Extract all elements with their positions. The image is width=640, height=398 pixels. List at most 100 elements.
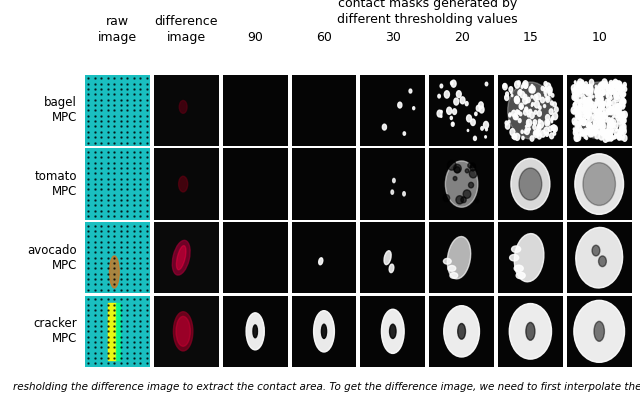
Ellipse shape xyxy=(584,97,586,100)
Ellipse shape xyxy=(612,130,614,132)
Ellipse shape xyxy=(588,115,593,122)
Ellipse shape xyxy=(465,169,469,173)
Ellipse shape xyxy=(595,103,598,107)
Ellipse shape xyxy=(576,89,580,96)
Ellipse shape xyxy=(603,81,607,88)
Ellipse shape xyxy=(547,120,549,125)
Ellipse shape xyxy=(583,92,585,94)
Ellipse shape xyxy=(621,115,624,119)
Ellipse shape xyxy=(524,94,527,100)
Ellipse shape xyxy=(607,131,609,134)
Ellipse shape xyxy=(590,130,595,137)
Ellipse shape xyxy=(596,88,598,90)
Ellipse shape xyxy=(620,99,625,106)
Ellipse shape xyxy=(597,108,602,114)
Ellipse shape xyxy=(550,118,553,121)
Ellipse shape xyxy=(550,133,554,139)
Ellipse shape xyxy=(545,83,550,90)
Ellipse shape xyxy=(541,97,545,103)
Ellipse shape xyxy=(591,88,593,92)
Ellipse shape xyxy=(599,134,604,140)
Ellipse shape xyxy=(572,88,577,95)
Ellipse shape xyxy=(454,98,459,105)
Ellipse shape xyxy=(614,80,619,88)
Ellipse shape xyxy=(575,96,577,99)
Ellipse shape xyxy=(588,100,593,106)
Ellipse shape xyxy=(595,88,598,92)
Ellipse shape xyxy=(523,81,528,88)
Ellipse shape xyxy=(603,135,608,142)
Ellipse shape xyxy=(574,83,578,88)
Ellipse shape xyxy=(176,316,190,346)
Ellipse shape xyxy=(574,134,579,141)
Ellipse shape xyxy=(616,97,618,99)
Ellipse shape xyxy=(573,103,577,108)
Ellipse shape xyxy=(505,121,508,125)
Text: raw: raw xyxy=(106,15,129,28)
Ellipse shape xyxy=(579,118,583,124)
Ellipse shape xyxy=(584,108,587,111)
Ellipse shape xyxy=(525,129,527,131)
Ellipse shape xyxy=(593,109,595,111)
Ellipse shape xyxy=(577,115,579,119)
Ellipse shape xyxy=(578,114,583,121)
Ellipse shape xyxy=(609,119,611,122)
Ellipse shape xyxy=(595,116,596,119)
Ellipse shape xyxy=(509,304,552,359)
Ellipse shape xyxy=(579,117,582,121)
Ellipse shape xyxy=(602,101,605,106)
Ellipse shape xyxy=(515,100,517,103)
Ellipse shape xyxy=(597,86,601,91)
Ellipse shape xyxy=(616,109,619,114)
Ellipse shape xyxy=(598,90,603,98)
Ellipse shape xyxy=(586,111,591,117)
Ellipse shape xyxy=(516,110,519,114)
Ellipse shape xyxy=(574,95,579,101)
Ellipse shape xyxy=(476,199,479,203)
Ellipse shape xyxy=(614,91,618,96)
Ellipse shape xyxy=(520,105,522,109)
Ellipse shape xyxy=(596,124,600,129)
Ellipse shape xyxy=(608,113,609,115)
Ellipse shape xyxy=(598,109,600,112)
Ellipse shape xyxy=(586,111,590,117)
Ellipse shape xyxy=(578,109,580,112)
Ellipse shape xyxy=(571,107,576,114)
Ellipse shape xyxy=(611,121,614,126)
Ellipse shape xyxy=(534,95,538,101)
Ellipse shape xyxy=(612,105,616,111)
Ellipse shape xyxy=(607,110,610,114)
Ellipse shape xyxy=(607,100,612,106)
Ellipse shape xyxy=(619,90,622,95)
Ellipse shape xyxy=(522,136,524,140)
Ellipse shape xyxy=(623,118,626,123)
Ellipse shape xyxy=(475,112,477,115)
Ellipse shape xyxy=(538,125,540,127)
Ellipse shape xyxy=(545,115,550,121)
Ellipse shape xyxy=(572,85,576,92)
Ellipse shape xyxy=(583,100,588,107)
Ellipse shape xyxy=(575,122,580,128)
Ellipse shape xyxy=(543,87,547,92)
Ellipse shape xyxy=(586,90,589,96)
Ellipse shape xyxy=(607,117,611,124)
Text: tomato
MPC: tomato MPC xyxy=(35,170,77,198)
Ellipse shape xyxy=(460,97,465,104)
Ellipse shape xyxy=(586,86,588,89)
Ellipse shape xyxy=(584,105,586,109)
Ellipse shape xyxy=(527,113,530,117)
Ellipse shape xyxy=(596,130,598,133)
Ellipse shape xyxy=(612,115,614,118)
Ellipse shape xyxy=(620,114,625,121)
Ellipse shape xyxy=(518,111,520,114)
Ellipse shape xyxy=(605,84,607,86)
Ellipse shape xyxy=(574,300,625,362)
Ellipse shape xyxy=(607,99,609,101)
Ellipse shape xyxy=(450,273,458,278)
Ellipse shape xyxy=(403,132,406,135)
Ellipse shape xyxy=(527,97,530,103)
Ellipse shape xyxy=(598,111,600,113)
Text: cracker
MPC: cracker MPC xyxy=(33,317,77,345)
Ellipse shape xyxy=(575,106,577,109)
Ellipse shape xyxy=(579,129,584,135)
